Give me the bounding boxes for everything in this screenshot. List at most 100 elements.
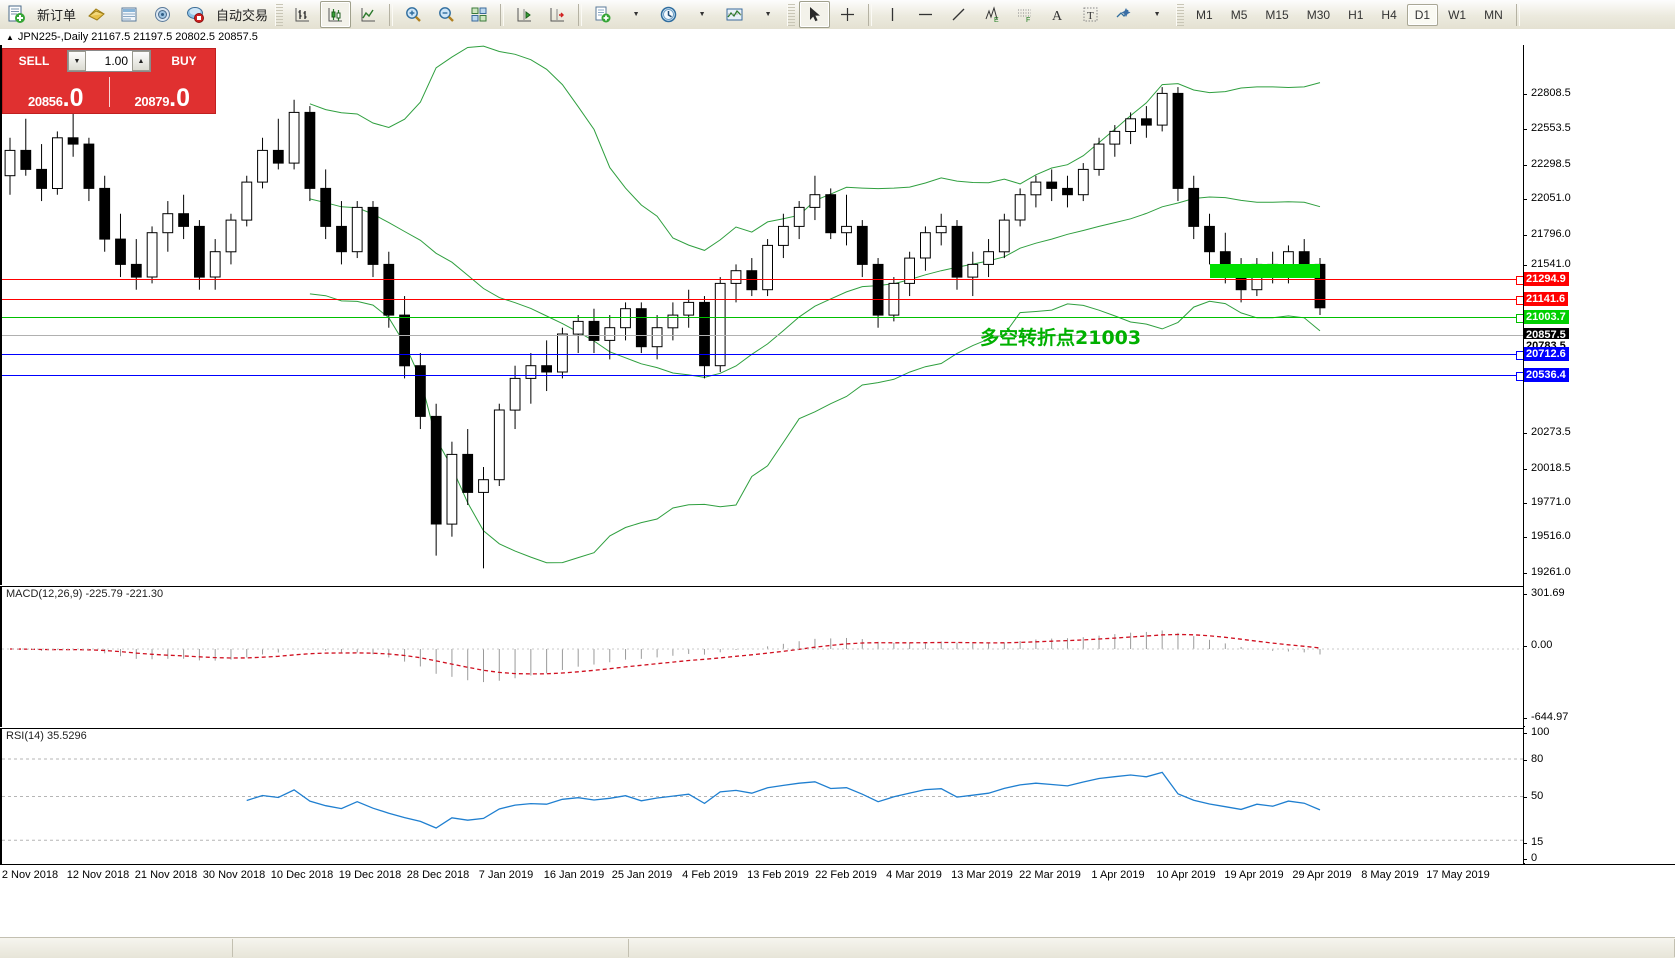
- price-level-line[interactable]: [2, 317, 1524, 318]
- rsi-axis[interactable]: 100 80 50 15 0: [1523, 726, 1675, 864]
- toolbar-grip-2[interactable]: [787, 3, 796, 26]
- price-level-handle[interactable]: [1516, 351, 1524, 360]
- price-level-line[interactable]: [2, 299, 1524, 300]
- toolbar-grip[interactable]: [275, 3, 284, 26]
- shapes-dropdown-caret[interactable]: ▼: [1153, 11, 1161, 18]
- highlight-rectangle-object[interactable]: [1210, 264, 1320, 278]
- price-level-badge[interactable]: 21003.7: [1523, 310, 1569, 324]
- price-tick-label: 20273.5: [1531, 426, 1571, 438]
- collapse-triangle-icon[interactable]: ▲: [6, 32, 14, 42]
- rsi-pane[interactable]: RSI(14) 35.5296: [0, 728, 1525, 864]
- elliott-wave-icon[interactable]: E: [976, 1, 1007, 28]
- indicators-dropdown-caret[interactable]: ▼: [764, 11, 772, 18]
- expert-advisor-icon[interactable]: [81, 1, 112, 28]
- timeframe-m1[interactable]: M1: [1196, 7, 1213, 22]
- zoom-in-icon[interactable]: [398, 1, 429, 28]
- text-label-icon[interactable]: T: [1075, 1, 1106, 28]
- price-tick-label: 19516.0: [1531, 530, 1571, 542]
- data-window-icon[interactable]: [114, 1, 145, 28]
- timeframe-m30[interactable]: M30: [1306, 7, 1331, 22]
- timeframe-m15[interactable]: M15: [1265, 7, 1289, 22]
- price-level-handle[interactable]: [1516, 296, 1524, 305]
- toolbar-separator-3: [578, 3, 583, 26]
- period-icon[interactable]: [653, 1, 684, 28]
- sell-button[interactable]: SELL: [18, 54, 50, 68]
- new-order-button[interactable]: [1, 1, 32, 28]
- chart-shift-icon[interactable]: [509, 1, 540, 28]
- price-level-handle[interactable]: [1516, 314, 1524, 323]
- indicators-icon[interactable]: [719, 1, 750, 28]
- rsi-tick: [1523, 843, 1527, 844]
- price-level-handle[interactable]: [1516, 372, 1524, 381]
- trade-controls-row: SELL ▼ 1.00 ▲ BUY: [3, 49, 215, 73]
- svg-text:T: T: [1087, 10, 1094, 22]
- price-level-line[interactable]: [2, 375, 1524, 376]
- sell-price-integer: 20856: [27, 94, 63, 109]
- macd-axis[interactable]: 301.69 0.00 -644.97: [1523, 586, 1675, 726]
- candlestick-chart-icon[interactable]: [320, 1, 352, 28]
- price-level-badge[interactable]: 21141.6: [1523, 292, 1569, 306]
- toolbar-separator-5: [1515, 3, 1520, 26]
- timeframe-w1[interactable]: W1: [1448, 7, 1467, 22]
- zoom-out-icon[interactable]: [431, 1, 462, 28]
- cursor-icon[interactable]: [799, 1, 831, 28]
- shapes-icon[interactable]: [1108, 1, 1139, 28]
- price-tick-label: 19261.0: [1531, 566, 1571, 578]
- text-icon[interactable]: A: [1042, 1, 1073, 28]
- trendline-icon[interactable]: [943, 1, 974, 28]
- timeframe-h4[interactable]: H4: [1381, 7, 1397, 22]
- one-click-trading-panel[interactable]: SELL ▼ 1.00 ▲ BUY 20856 .0 20879 .0: [2, 48, 216, 114]
- macd-tick-label: -644.97: [1531, 711, 1569, 723]
- auto-trading-label[interactable]: 自动交易: [216, 8, 269, 23]
- price-chart-pane[interactable]: 多空转折点21003: [0, 45, 1525, 585]
- toolbar-grip-3[interactable]: [1176, 3, 1185, 26]
- auto-trading-icon[interactable]: [180, 1, 211, 28]
- candlestick-series: [4, 45, 1326, 569]
- timeframe-m5[interactable]: M5: [1230, 7, 1248, 22]
- price-level-handle[interactable]: [1516, 276, 1524, 285]
- price-level-badge[interactable]: 20712.6: [1523, 347, 1569, 361]
- price-tick-label: 21541.0: [1531, 258, 1571, 270]
- chart-annotation-text[interactable]: 多空转折点21003: [980, 327, 1142, 349]
- new-order-label[interactable]: 新订单: [37, 8, 77, 23]
- volume-decrement-button[interactable]: ▼: [68, 51, 86, 71]
- price-level-badge[interactable]: 21294.9: [1523, 272, 1569, 286]
- price-tick: [1523, 129, 1527, 130]
- buy-price[interactable]: 20879 .0: [110, 73, 216, 111]
- price-level-badge[interactable]: 20536.4: [1523, 368, 1569, 382]
- price-level-line[interactable]: [2, 279, 1524, 280]
- templates-icon[interactable]: [587, 1, 618, 28]
- price-axis[interactable]: 22808.5 22553.5 22298.5 22051.0 21796.0 21541…: [1523, 45, 1675, 644]
- line-chart-icon[interactable]: [353, 1, 384, 28]
- timeframe-mn[interactable]: MN: [1484, 7, 1503, 22]
- tile-windows-icon[interactable]: [464, 1, 495, 28]
- horizontal-line-icon[interactable]: [910, 1, 941, 28]
- price-level-line[interactable]: [2, 354, 1524, 355]
- price-level-line[interactable]: [2, 335, 1524, 336]
- volume-value[interactable]: 1.00: [104, 54, 128, 68]
- price-level-badge[interactable]: 20857.5: [1523, 328, 1569, 342]
- time-axis-label: 25 Jan 2019: [611, 869, 673, 881]
- buy-button[interactable]: BUY: [171, 54, 197, 68]
- templates-dropdown-caret[interactable]: ▼: [632, 11, 640, 18]
- macd-tick-label: 0.00: [1531, 639, 1553, 651]
- macd-pane[interactable]: MACD(12,26,9) -225.79 -221.30: [0, 586, 1525, 727]
- vertical-line-icon[interactable]: [877, 1, 908, 28]
- volume-increment-button[interactable]: ▲: [132, 51, 150, 71]
- time-axis-label: 29 Apr 2019: [1292, 869, 1352, 881]
- fibonacci-icon[interactable]: F: [1009, 1, 1040, 28]
- rsi-tick-label: 80: [1531, 753, 1544, 765]
- timeframe-h1[interactable]: H1: [1348, 7, 1364, 22]
- volume-input[interactable]: ▼ 1.00 ▲: [67, 50, 151, 72]
- trade-panel-divider: [108, 77, 110, 107]
- time-axis[interactable]: 2 Nov 2018 12 Nov 2018 21 Nov 2018 30 Nov 2…: [0, 864, 1675, 887]
- timeframe-d1[interactable]: D1: [1406, 3, 1439, 26]
- crosshair-icon[interactable]: [832, 1, 863, 28]
- navigator-icon[interactable]: [147, 1, 178, 28]
- time-axis-label: 1 Apr 2019: [1091, 869, 1145, 881]
- sell-price[interactable]: 20856 .0: [3, 73, 109, 111]
- auto-scroll-icon[interactable]: [542, 1, 573, 28]
- status-bar: [0, 937, 1675, 958]
- bar-chart-icon[interactable]: [287, 1, 318, 28]
- period-dropdown-caret[interactable]: ▼: [698, 11, 706, 18]
